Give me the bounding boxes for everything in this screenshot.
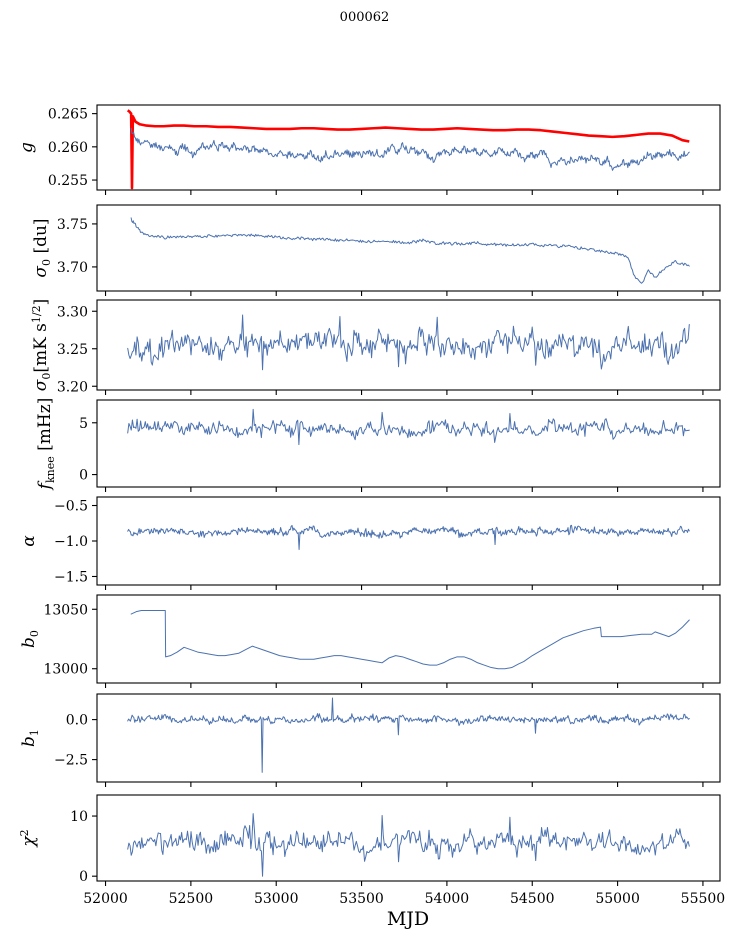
series-sigma0-mK xyxy=(127,314,690,371)
panel-σ₀ [du]: 3.70 3.75 xyxy=(57,204,721,296)
y-tick-label: 5 xyxy=(79,416,88,432)
y-tick-label: 13050 xyxy=(43,602,88,618)
y-tick-label: 0 xyxy=(79,869,88,885)
x-axis-label: MJD xyxy=(387,908,429,930)
y-tick-label: 3.70 xyxy=(57,260,88,276)
y-tick-label: 3.30 xyxy=(57,304,88,320)
series-g-red-band xyxy=(126,109,690,190)
y-tick-label: −1.5 xyxy=(54,569,88,585)
panel-f_knee [mHz]: 05 xyxy=(79,399,721,492)
y-tick-label: 0 xyxy=(79,468,88,484)
x-tick-label: 55500 xyxy=(681,891,726,907)
x-tick-label: 54000 xyxy=(425,891,470,907)
y-axis-label-panel-1: σ0 [du] xyxy=(31,218,53,277)
series-sigma0-du xyxy=(130,217,690,284)
x-tick-label: 54500 xyxy=(510,891,555,907)
panel-χ²: 0 10 xyxy=(70,794,721,886)
y-axis-label-panel-4: α xyxy=(19,535,39,547)
panel-frame xyxy=(96,594,721,684)
series-chi2 xyxy=(127,813,690,877)
x-tick-label: 52000 xyxy=(83,891,128,907)
series-g-blue xyxy=(130,127,690,171)
y-axis-label-panel-2: σ0[mK s1/2] xyxy=(30,299,53,392)
y-tick-label: 10 xyxy=(70,809,88,825)
panel-g: 0.255 0.260 0.265 xyxy=(48,104,721,195)
panel-frame xyxy=(96,299,721,391)
panel-b₁: −2.5 0.0 xyxy=(54,693,721,787)
y-tick-label: −2.5 xyxy=(54,753,88,769)
y-tick-label: −1.0 xyxy=(54,534,88,550)
y-axis-label-panel-5: b0 xyxy=(19,630,41,648)
y-tick-label: 0.260 xyxy=(48,140,88,156)
y-axis-label-panel-6: b1 xyxy=(19,729,41,747)
x-tick-label: 52500 xyxy=(169,891,214,907)
panel-frame xyxy=(96,693,721,783)
y-axis-label-panel-3: fknee [mHz] xyxy=(35,398,57,492)
x-tick-label: 55000 xyxy=(595,891,640,907)
y-tick-label: 3.75 xyxy=(57,217,88,233)
x-tick-label: 53500 xyxy=(339,891,384,907)
series-b0 xyxy=(130,609,690,670)
figure-title: 000062 xyxy=(340,10,390,25)
y-tick-label: 0.0 xyxy=(66,713,88,729)
y-tick-label: 0.255 xyxy=(48,173,88,189)
y-tick-label: 3.20 xyxy=(57,379,88,395)
y-tick-label: 3.25 xyxy=(57,342,88,358)
panel-α: −1.5 −1.0 −0.5 xyxy=(54,496,721,590)
x-axis-group: 52000 52500 53000 53500 54000 54500 55000 55500 xyxy=(83,891,725,907)
panel-frame xyxy=(96,104,721,191)
x-tick-label: 53000 xyxy=(254,891,299,907)
series-alpha xyxy=(127,524,690,551)
panel-frame xyxy=(96,794,721,882)
y-tick-label: −0.5 xyxy=(54,499,88,515)
y-tick-label: 13000 xyxy=(43,662,88,678)
series-b1 xyxy=(127,697,690,773)
panel-frame xyxy=(96,204,721,292)
y-axis-label-panel-7: χ2 xyxy=(18,829,39,847)
panel-b₀: 13000 13050 xyxy=(43,594,721,688)
panels-group: 0.2550.2600.2653.703.753.203.253.3005−1.… xyxy=(43,104,721,886)
y-tick-label: 0.265 xyxy=(48,107,88,123)
panel-σ₀[mK s^{1/2}]: 3.20 3.25 3.30 xyxy=(57,299,721,395)
y-axis-label-panel-0: g xyxy=(17,142,37,153)
series-f-knee xyxy=(127,408,690,446)
panel-frame xyxy=(96,399,721,488)
